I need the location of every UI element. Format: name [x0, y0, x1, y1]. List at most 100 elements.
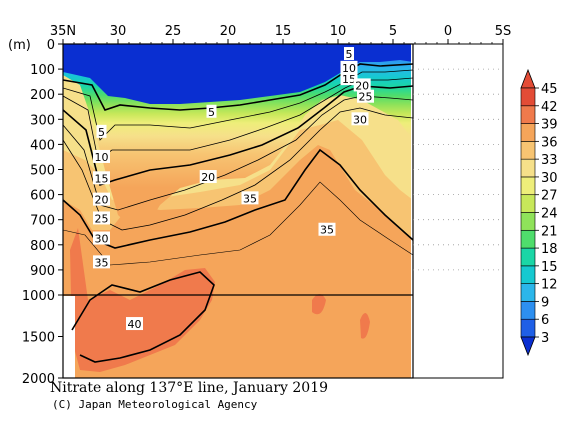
- no-data-left: [63, 296, 75, 378]
- colorbar-segment: [520, 301, 536, 320]
- contour-label-bg: [357, 89, 374, 103]
- contour-label-bg: [126, 317, 143, 331]
- colorbar-label: 45: [541, 82, 558, 97]
- colorbar-label: 18: [541, 242, 558, 257]
- contour-label: 5: [98, 126, 105, 139]
- y-tick-label: 600: [30, 189, 55, 204]
- colorbar-label: 24: [541, 207, 558, 222]
- colorbar-label: 39: [541, 118, 558, 133]
- x-tick-label: 30: [110, 24, 127, 39]
- colorbar-segment: [520, 105, 536, 124]
- contour-label: 20: [355, 79, 369, 92]
- colorbar-label: 6: [541, 313, 549, 328]
- contour-label: 30: [353, 113, 367, 126]
- colorbar-segment: [520, 176, 536, 196]
- contour-label-bg: [353, 78, 371, 92]
- colorbar-segment: [520, 123, 536, 142]
- x-tick-label: 20: [220, 24, 237, 39]
- y-tick-label: 500: [30, 164, 55, 179]
- colorbar-min-arrow: [520, 336, 536, 357]
- colorbar-segment: [520, 283, 536, 302]
- x-tick-label: 15: [275, 24, 292, 39]
- colorbar-segment: [520, 141, 536, 160]
- x-tick-label: 35N: [50, 24, 76, 39]
- contour-label: 20: [95, 194, 109, 207]
- y-tick-label: 100: [30, 63, 55, 78]
- contour-label: 25: [359, 91, 373, 104]
- contour-label-bg: [340, 72, 358, 86]
- contour-label: 30: [95, 233, 109, 246]
- colorbar-label: 15: [541, 260, 558, 275]
- contour-label-bg: [93, 149, 110, 163]
- colorbar-label: 9: [541, 295, 549, 310]
- contour-label: 35: [243, 192, 257, 205]
- contour-label-bg: [344, 47, 354, 61]
- contour-label: 15: [342, 73, 356, 86]
- contour-label: 5: [346, 48, 353, 61]
- contour-label: 10: [95, 151, 109, 164]
- y-tick-label: 700: [30, 214, 55, 229]
- colorbar-label: 3: [541, 331, 549, 346]
- contour-label-bg: [199, 170, 217, 184]
- y-tick-label: 300: [30, 113, 55, 128]
- x-tick-label: 25: [165, 24, 182, 39]
- x-axis: 35N 30 25 20 15 10 5 0 5S: [50, 24, 511, 44]
- colorbar-max-arrow: [520, 68, 536, 89]
- nitrate-max-region-small-2: [360, 312, 370, 339]
- x-tick-label: 10: [330, 24, 347, 39]
- colorbar-label: 36: [541, 135, 558, 150]
- colorbar-label: 21: [541, 224, 558, 239]
- y-unit-label: (m): [8, 38, 31, 53]
- contour-label: 35: [320, 224, 334, 237]
- contour-label-bg: [93, 231, 110, 245]
- contour-label-bg: [340, 60, 358, 74]
- colorbar-segment: [520, 87, 536, 107]
- nitrate-max-region-small: [312, 294, 326, 315]
- y-tick-label: 0: [47, 38, 55, 53]
- colorbar-label: 12: [541, 278, 558, 293]
- contour-label: 35: [95, 256, 109, 269]
- surface-depleted-layer: [63, 44, 413, 104]
- y-axis: (m) 0 100 200 300 400 500 600 700 800 900 1000 1500 2…: [8, 38, 63, 387]
- colorbar-segment: [520, 229, 536, 249]
- contour-label-bg: [351, 112, 369, 126]
- contour-label: 20: [201, 171, 215, 184]
- contour-label-bg: [93, 211, 110, 225]
- contour-label-bg: [318, 222, 336, 236]
- y-tick-label: 1000: [22, 289, 55, 304]
- contour-label-bg: [93, 255, 110, 269]
- y-tick-label: 900: [30, 264, 55, 279]
- dotted-grid: [413, 68, 503, 271]
- colorbar-segment: [520, 265, 536, 284]
- chart-title: Nitrate along 137°E line, January 2019: [50, 380, 329, 396]
- colorbar-segment: [520, 247, 536, 267]
- colorbar-label: 42: [541, 100, 558, 115]
- colorbar-segment: [520, 212, 536, 231]
- y-tick-label: 200: [30, 88, 55, 103]
- x-tick-label: 0: [444, 24, 452, 39]
- contour-label-bg: [96, 124, 107, 138]
- colorbar-label: 27: [541, 189, 558, 204]
- x-tick-label: 5: [389, 24, 397, 39]
- contour-label-bg: [241, 191, 259, 205]
- contour-40: [71, 271, 215, 363]
- colorbar-label: 30: [541, 171, 558, 186]
- colorbar-segment: [520, 158, 536, 178]
- nitrate-field: [63, 44, 413, 378]
- chart-credit: (C) Japan Meteorological Agency: [52, 398, 258, 411]
- x-tick-label: 5S: [495, 24, 512, 39]
- colorbar-label: 33: [541, 153, 558, 168]
- y-tick-label: 400: [30, 138, 55, 153]
- contour-label: 40: [128, 318, 142, 331]
- colorbar-segment: [520, 318, 536, 338]
- y-tick-label: 800: [30, 239, 55, 254]
- colorbar-segment: [520, 194, 536, 213]
- contour-label-bg: [206, 104, 217, 118]
- contour-label: 10: [342, 62, 356, 75]
- y-tick-label: 2000: [22, 372, 55, 387]
- contour-label: 5: [208, 106, 215, 119]
- y-tick-label: 1500: [22, 331, 55, 346]
